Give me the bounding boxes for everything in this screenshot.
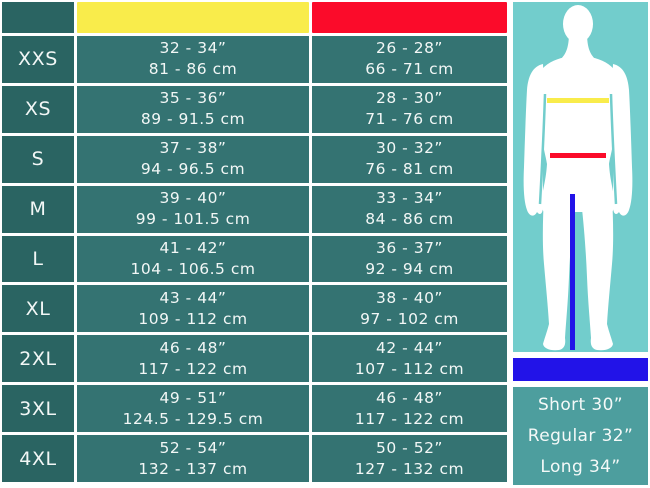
waist-cell-2xl: 42 - 44” 107 - 112 cm (312, 335, 507, 383)
measurement-guide-panel: Short 30” Regular 32” Long 34” (513, 2, 648, 485)
waist-inches: 42 - 44” (376, 338, 443, 357)
waist-inches: 36 - 37” (376, 238, 443, 257)
right-leg (581, 194, 614, 351)
chest-cm: 132 - 137 cm (138, 459, 248, 478)
chest-inches: 37 - 38” (159, 139, 227, 158)
arm-torso-gaps (538, 93, 618, 205)
waist-cm: 117 - 122 cm (354, 409, 465, 428)
chest-cell-m: 39 - 40” 99 - 101.5 cm (77, 185, 309, 233)
neck (560, 32, 596, 60)
left-leg (542, 194, 575, 351)
inseam-legend-bar (513, 358, 648, 381)
chest-cm: 94 - 96.5 cm (140, 160, 246, 179)
waist-inches: 33 - 34” (376, 189, 443, 208)
inseam-option-long: Long 34” (540, 456, 621, 477)
waist-cell-xxs: 26 - 28” 66 - 71 cm (312, 36, 507, 83)
chest-cm: 117 - 122 cm (138, 359, 248, 378)
size-label-xxs: XXS (2, 36, 74, 83)
waist-inches: 38 - 40” (376, 288, 443, 307)
waist-cell-xl: 38 - 40” 97 - 102 cm (312, 285, 507, 333)
chest-measure-line (547, 98, 609, 103)
waist-inches: 30 - 32” (376, 139, 443, 158)
chest-cell-2xl: 46 - 48” 117 - 122 cm (77, 335, 309, 383)
right-arm (612, 64, 633, 216)
chest-cm: 81 - 86 cm (148, 60, 238, 79)
body-silhouette (523, 5, 633, 351)
chest-cell-xxs: 32 - 34” 81 - 86 cm (77, 36, 309, 83)
chest-cell-l: 41 - 42” 104 - 106.5 cm (77, 235, 309, 283)
waist-cm: 76 - 81 cm (365, 160, 454, 179)
chest-cell-xl: 43 - 44” 109 - 112 cm (77, 285, 309, 333)
inseam-option-regular: Regular 32” (527, 425, 634, 446)
chest-column-header (77, 2, 309, 33)
chest-inches: 52 - 54” (159, 438, 227, 457)
chest-cm: 124.5 - 129.5 cm (122, 409, 264, 428)
size-table: XXS 32 - 34” 81 - 86 cm 26 - 28” 66 - 71… (2, 2, 507, 482)
chest-cm: 109 - 112 cm (138, 309, 248, 328)
body-figure-box (513, 2, 648, 352)
waist-cell-xs: 28 - 30” 71 - 76 cm (312, 85, 507, 133)
chest-cell-xs: 35 - 36” 89 - 91.5 cm (77, 85, 309, 133)
left-arm (523, 64, 544, 216)
torso (535, 56, 621, 212)
inseam-lengths-box: Short 30” Regular 32” Long 34” (513, 387, 648, 485)
chest-cm: 104 - 106.5 cm (130, 259, 256, 278)
chest-inches: 32 - 34” (159, 39, 227, 58)
waist-inches: 26 - 28” (376, 39, 443, 58)
chest-cm: 99 - 101.5 cm (135, 210, 251, 229)
chest-cm: 89 - 91.5 cm (140, 110, 246, 129)
waist-cm: 84 - 86 cm (365, 210, 454, 229)
waist-cell-l: 36 - 37” 92 - 94 cm (312, 235, 507, 283)
chest-cell-s: 37 - 38” 94 - 96.5 cm (77, 135, 309, 183)
waist-cm: 97 - 102 cm (360, 309, 459, 328)
waist-cm: 107 - 112 cm (354, 359, 465, 378)
waist-measure-line (550, 153, 606, 158)
table-corner-cell (2, 2, 74, 33)
size-label-s: S (2, 135, 74, 183)
chest-inches: 39 - 40” (159, 189, 227, 208)
chest-inches: 46 - 48” (159, 338, 227, 357)
chest-inches: 41 - 42” (159, 238, 227, 257)
panel-gap (513, 352, 648, 358)
waist-cell-4xl: 50 - 52” 127 - 132 cm (312, 435, 507, 482)
waist-cm: 71 - 76 cm (365, 110, 454, 129)
chest-cell-3xl: 49 - 51” 124.5 - 129.5 cm (77, 385, 309, 433)
waist-cm: 92 - 94 cm (365, 259, 454, 278)
chest-inches: 43 - 44” (159, 288, 227, 307)
chest-inches: 35 - 36” (159, 89, 227, 108)
size-label-3xl: 3XL (2, 385, 74, 433)
size-label-l: L (2, 235, 74, 283)
waist-inches: 50 - 52” (376, 438, 443, 457)
size-label-2xl: 2XL (2, 335, 74, 383)
chest-cell-4xl: 52 - 54” 132 - 137 cm (77, 435, 309, 482)
waist-cell-s: 30 - 32” 76 - 81 cm (312, 135, 507, 183)
waist-inches: 28 - 30” (376, 89, 443, 108)
waist-inches: 46 - 48” (376, 388, 443, 407)
panel-gap (513, 381, 648, 387)
body-silhouette-diagram (523, 5, 633, 351)
size-label-4xl: 4XL (2, 435, 74, 482)
waist-column-header (312, 2, 507, 33)
waist-cm: 127 - 132 cm (354, 459, 465, 478)
waist-cell-m: 33 - 34” 84 - 86 cm (312, 185, 507, 233)
chest-inches: 49 - 51” (159, 388, 227, 407)
waist-cm: 66 - 71 cm (365, 60, 454, 79)
size-label-xs: XS (2, 85, 74, 133)
inseam-option-short: Short 30” (537, 394, 624, 415)
size-label-xl: XL (2, 285, 74, 333)
waist-cell-3xl: 46 - 48” 117 - 122 cm (312, 385, 507, 433)
inseam-measure-line (570, 194, 575, 350)
size-label-m: M (2, 185, 74, 233)
